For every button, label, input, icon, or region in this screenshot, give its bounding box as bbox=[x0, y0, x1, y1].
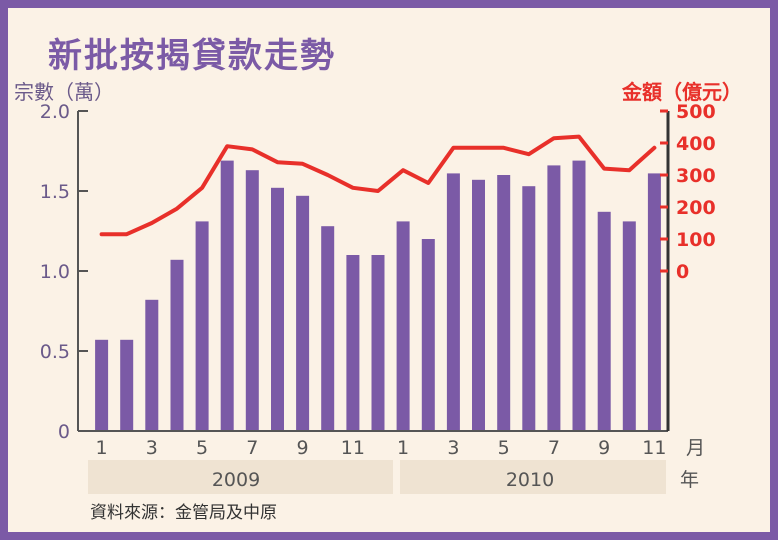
left-tick-label: 1.5 bbox=[40, 181, 70, 203]
bar-2009-01 bbox=[95, 339, 109, 431]
bar-2010-08 bbox=[572, 160, 586, 431]
x-tick-label: 5 bbox=[196, 437, 208, 459]
bar-2009-03 bbox=[145, 299, 159, 431]
source-note: 資料來源：金管局及中原 bbox=[90, 503, 277, 523]
bar-2010-01 bbox=[396, 221, 410, 431]
x-tick-label: 7 bbox=[246, 437, 258, 459]
chart-frame: 0 0.5 1.0 1.5 2.0 0 100 200 300 400 500 1 3 5 7 9 11 1 3 5 7… bbox=[8, 8, 770, 532]
bar-2009-06 bbox=[220, 160, 234, 431]
x-tick-label: 11 bbox=[341, 437, 365, 459]
bar-2009-10 bbox=[321, 226, 335, 431]
amount-line bbox=[99, 134, 657, 237]
x-unit-year: 年 bbox=[680, 469, 699, 491]
x-tick-label: 9 bbox=[598, 437, 610, 459]
x-tick-label: 3 bbox=[447, 437, 459, 459]
x-tick-label: 11 bbox=[642, 437, 666, 459]
year-label-2010: 2010 bbox=[506, 469, 554, 491]
right-tick-label: 300 bbox=[676, 165, 716, 187]
bar-2010-11 bbox=[647, 173, 661, 431]
bar-2010-03 bbox=[446, 173, 460, 431]
bar-2010-04 bbox=[472, 179, 485, 431]
x-tick-label: 5 bbox=[498, 437, 510, 459]
year-band-2010 bbox=[400, 460, 666, 494]
bar-2009-05 bbox=[195, 221, 209, 431]
left-tick-label: 2.0 bbox=[40, 101, 70, 123]
x-tick-label: 7 bbox=[548, 437, 560, 459]
bar-2010-02 bbox=[421, 239, 435, 431]
bar-2010-06 bbox=[522, 186, 536, 431]
bar-2009-04 bbox=[170, 259, 184, 431]
right-axis-label: 金額（億元） bbox=[622, 80, 742, 104]
right-tick-label: 200 bbox=[676, 197, 716, 219]
bar-2010-05 bbox=[497, 175, 511, 431]
bar-2010-09 bbox=[597, 211, 611, 431]
x-tick-label: 1 bbox=[397, 437, 409, 459]
chart-title: 新批按揭貸款走勢 bbox=[48, 36, 336, 76]
year-label-2009: 2009 bbox=[212, 469, 260, 491]
right-tick-label: 100 bbox=[676, 229, 716, 251]
bar-2010-10 bbox=[622, 221, 636, 431]
bar-2009-09 bbox=[296, 195, 310, 431]
bar-2009-02 bbox=[120, 339, 134, 431]
bar-2009-12 bbox=[371, 255, 385, 431]
left-tick-label: 0 bbox=[58, 421, 70, 443]
bar-2010-07 bbox=[547, 165, 561, 431]
left-tick-label: 1.0 bbox=[40, 261, 70, 283]
right-tick-label: 400 bbox=[676, 133, 716, 155]
left-tick-label: 0.5 bbox=[40, 341, 70, 363]
bar-2009-08 bbox=[271, 187, 284, 431]
x-tick-label: 9 bbox=[297, 437, 309, 459]
x-unit-month: 月 bbox=[686, 437, 705, 459]
right-tick-label: 0 bbox=[676, 261, 689, 283]
right-tick-label: 500 bbox=[676, 101, 716, 123]
x-tick-label: 1 bbox=[96, 437, 108, 459]
line-series bbox=[99, 134, 657, 237]
bar-2009-07 bbox=[245, 170, 259, 431]
year-band-2009 bbox=[88, 460, 393, 494]
bar-2009-11 bbox=[346, 255, 360, 431]
left-axis-label: 宗數（萬） bbox=[14, 80, 114, 104]
x-tick-label: 3 bbox=[146, 437, 158, 459]
bar-series bbox=[95, 160, 661, 431]
